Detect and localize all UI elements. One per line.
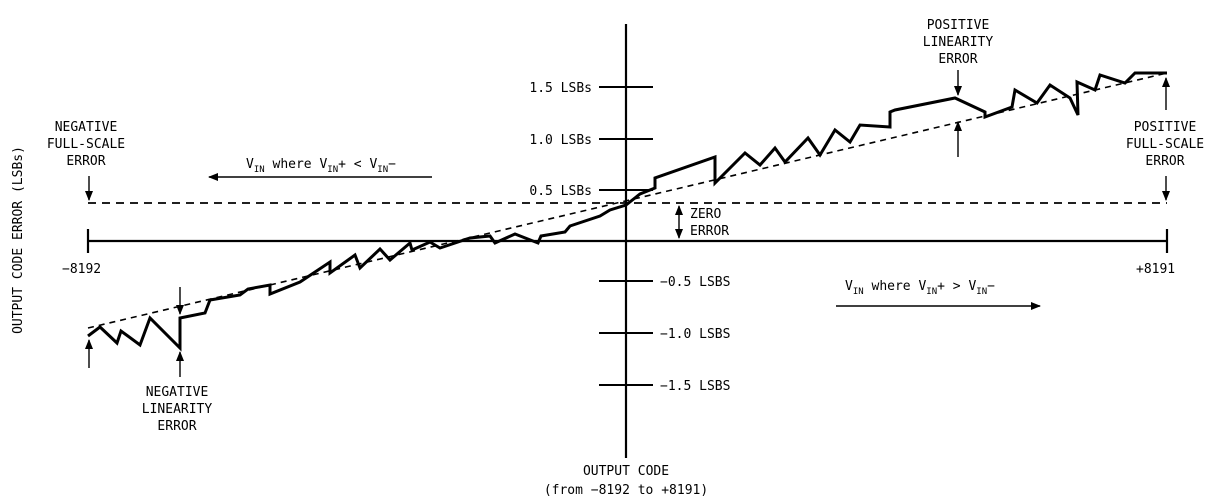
vin-negative-rel: + < V [338, 157, 377, 172]
negative-full-scale-error-line1: NEGATIVE [55, 120, 118, 135]
y-tick-label-m15: −1.5 LSBS [660, 379, 730, 394]
vin-negative-where: where V [265, 157, 328, 172]
positive-full-scale-error-line3: ERROR [1145, 154, 1184, 169]
vin-negative-sub-in3: IN [377, 165, 388, 175]
negative-linearity-error-line3: ERROR [157, 419, 196, 434]
vin-negative-sub-in: IN [254, 165, 265, 175]
x-axis-title-line2: (from −8192 to +8191) [544, 483, 708, 498]
negative-linearity-error-line1: NEGATIVE [146, 385, 209, 400]
vin-positive-label: VIN where VIN+ > VIN− [845, 279, 995, 297]
positive-full-scale-error-line2: FULL-SCALE [1126, 137, 1204, 152]
vin-positive-sub-in: IN [853, 287, 864, 297]
negative-full-scale-error-line2: FULL-SCALE [47, 137, 125, 152]
vin-negative-sub-in2: IN [327, 165, 338, 175]
vin-positive-rel: + > V [937, 279, 976, 294]
vin-positive-v: V [845, 279, 853, 294]
vin-positive-tail: − [987, 279, 995, 294]
positive-linearity-error-line1: POSITIVE [927, 18, 990, 33]
y-tick-label-p15: 1.5 LSBs [529, 81, 592, 96]
negative-full-scale-error-line3: ERROR [66, 154, 105, 169]
positive-linearity-error-line3: ERROR [938, 52, 977, 67]
y-tick-label-m10: −1.0 LSBS [660, 327, 730, 342]
vin-negative-tail: − [388, 157, 396, 172]
vin-negative-label: VIN where VIN+ < VIN− [246, 157, 396, 175]
vin-positive-sub-in3: IN [976, 287, 987, 297]
x-min-label: −8192 [62, 262, 101, 277]
zero-error-line1: ZERO [690, 207, 721, 222]
negative-linearity-error-line2: LINEARITY [142, 402, 213, 417]
y-tick-label-m05: −0.5 LSBS [660, 275, 730, 290]
actual-transfer-staircase [87, 71, 1167, 352]
zero-error-line2: ERROR [690, 224, 729, 239]
vin-positive-sub-in2: IN [926, 287, 937, 297]
x-axis-title-line1: OUTPUT CODE [583, 464, 669, 479]
y-tick-label-p10: 1.0 LSBs [529, 133, 592, 148]
positive-full-scale-error-line1: POSITIVE [1134, 120, 1197, 135]
y-axis-title: OUTPUT CODE ERROR (LSBs) [11, 146, 26, 334]
x-max-label: +8191 [1136, 262, 1175, 277]
y-tick-label-p05: 0.5 LSBs [529, 184, 592, 199]
vin-negative-v: V [246, 157, 254, 172]
vin-positive-where: where V [864, 279, 927, 294]
positive-linearity-error-line2: LINEARITY [923, 35, 994, 50]
ideal-transfer-dashed-line [87, 72, 1168, 329]
